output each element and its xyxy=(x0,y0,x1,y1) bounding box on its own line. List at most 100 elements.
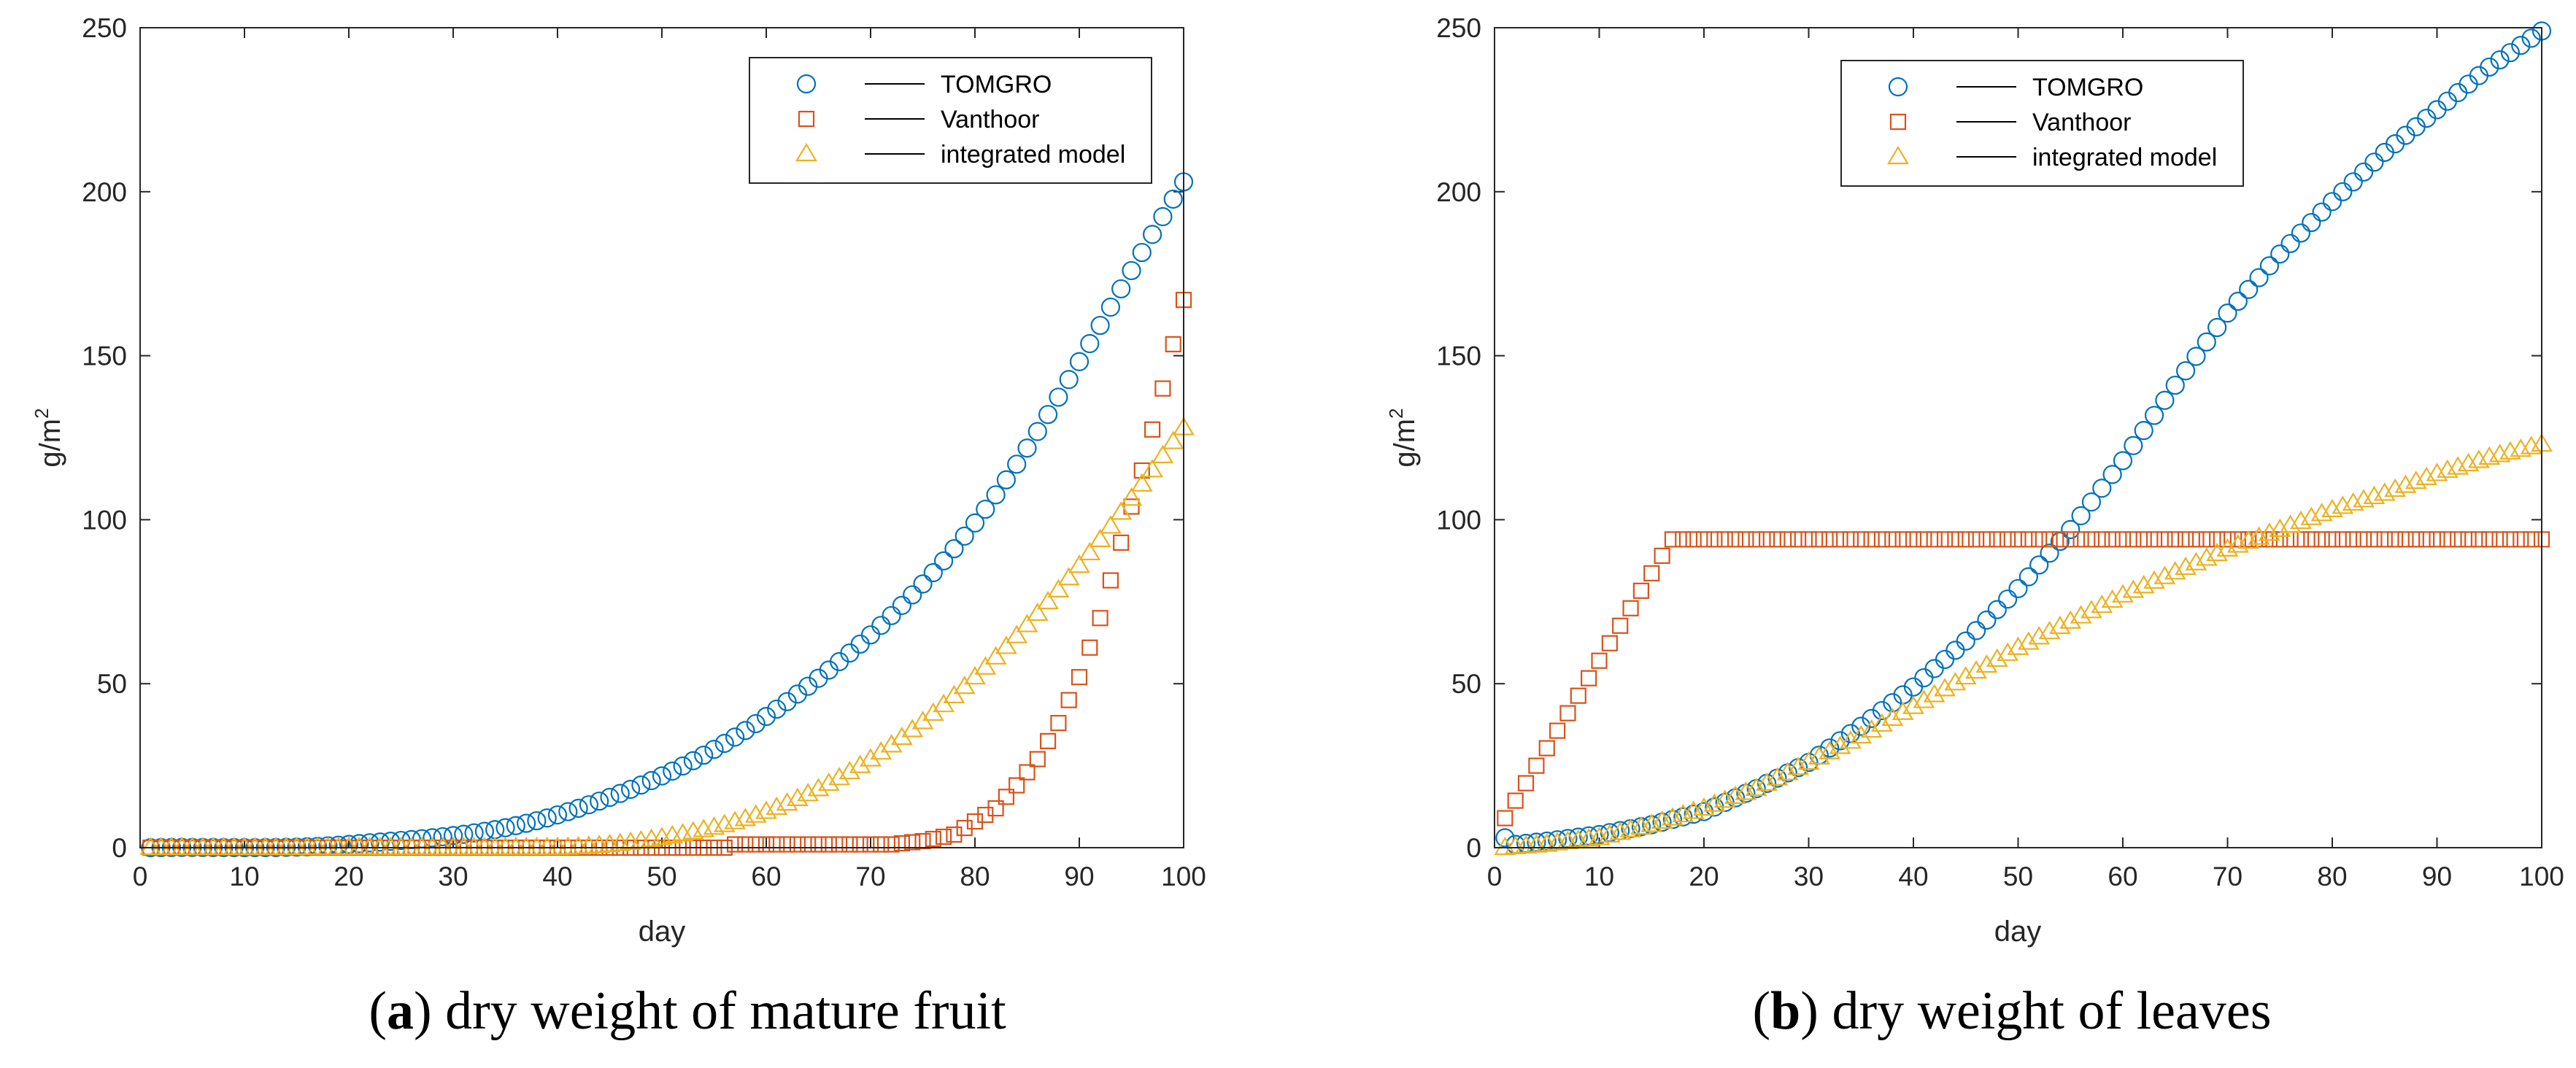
data-point xyxy=(212,836,235,856)
data-point xyxy=(506,816,525,835)
data-point xyxy=(984,646,1007,665)
data-point xyxy=(2038,621,2061,640)
data-point xyxy=(2333,182,2353,201)
legend-marker xyxy=(1887,145,1909,165)
data-point xyxy=(1797,751,1820,770)
data-point xyxy=(1662,807,1684,826)
data-point xyxy=(244,836,266,856)
data-point xyxy=(579,795,599,815)
data-point xyxy=(1528,757,1545,774)
data-point xyxy=(2167,531,2183,548)
data-point xyxy=(2112,584,2134,603)
data-point xyxy=(1987,600,2007,619)
data-point xyxy=(974,656,997,675)
data-point xyxy=(2239,279,2259,299)
data-point xyxy=(755,800,777,819)
data-point xyxy=(964,666,986,685)
data-point xyxy=(2439,531,2456,548)
legend-label: TOMGRO xyxy=(2032,74,2143,101)
data-point xyxy=(2007,636,2029,655)
data-point xyxy=(838,760,861,780)
data-point xyxy=(504,836,527,856)
data-point xyxy=(2081,600,2102,619)
data-marks-b xyxy=(1494,21,2553,856)
data-point xyxy=(1936,531,1954,548)
data-point xyxy=(1071,669,1088,686)
data-point xyxy=(1913,689,1935,708)
data-point xyxy=(1766,767,1789,786)
data-point xyxy=(264,836,287,856)
data-point xyxy=(2302,212,2321,233)
legend-box-a xyxy=(749,57,1152,184)
data-point xyxy=(860,625,881,645)
data-point xyxy=(1905,531,1922,548)
data-point xyxy=(1142,225,1162,244)
y-tick-label: 150 xyxy=(82,341,127,371)
data-point xyxy=(306,836,329,856)
legend-b: TOMGRO Vanthoor integrated model xyxy=(1840,60,2244,187)
data-point xyxy=(338,836,360,856)
data-point xyxy=(903,585,922,605)
data-point xyxy=(1759,531,1775,548)
data-point xyxy=(433,827,452,847)
data-point xyxy=(652,766,672,786)
data-point xyxy=(1612,617,1629,634)
data-point xyxy=(1664,531,1681,548)
data-point xyxy=(296,836,318,856)
data-point xyxy=(1787,756,1810,775)
data-point xyxy=(870,741,892,760)
data-point xyxy=(860,748,882,767)
y-tick-label: 100 xyxy=(82,505,127,535)
data-point xyxy=(1643,565,1660,581)
data-point xyxy=(1654,547,1670,564)
data-point xyxy=(1738,531,1754,548)
data-point xyxy=(2418,531,2435,548)
legend-label: TOMGRO xyxy=(941,71,1052,98)
data-point xyxy=(2322,192,2342,212)
data-point xyxy=(2513,531,2529,548)
data-point xyxy=(516,813,536,833)
data-point xyxy=(2134,421,2153,441)
legend-marker xyxy=(796,74,817,94)
x-tick-label: 100 xyxy=(2519,862,2564,891)
data-point xyxy=(2132,575,2155,594)
data-point xyxy=(913,574,933,594)
data-point xyxy=(734,808,757,827)
data-point xyxy=(1967,621,1986,641)
y-tick-label: 50 xyxy=(97,669,127,699)
x-tick-label: 40 xyxy=(542,862,572,891)
data-point xyxy=(1050,715,1067,732)
data-point xyxy=(1527,832,1546,852)
data-point xyxy=(160,836,182,856)
data-point xyxy=(1975,654,1998,673)
data-point xyxy=(736,721,755,740)
data-point xyxy=(1675,531,1692,548)
x-tick-label: 80 xyxy=(2317,862,2347,891)
data-point xyxy=(2125,531,2142,548)
data-point xyxy=(610,783,630,803)
data-point xyxy=(1090,315,1110,336)
data-point xyxy=(914,832,931,850)
data-point xyxy=(1808,746,1830,765)
data-point xyxy=(1706,531,1723,548)
data-point xyxy=(2321,498,2343,518)
data-point xyxy=(1724,785,1746,804)
data-point xyxy=(2237,530,2260,549)
data-point xyxy=(2164,561,2186,580)
data-point xyxy=(2135,531,2152,548)
x-tick-label: 60 xyxy=(751,862,781,891)
legend-label: Vanthoor xyxy=(2032,109,2131,136)
data-point xyxy=(1894,531,1911,548)
data-point xyxy=(786,787,809,806)
data-point xyxy=(694,746,714,765)
data-point xyxy=(2122,579,2145,598)
data-point xyxy=(2081,492,2102,512)
data-point xyxy=(1832,531,1848,548)
data-point xyxy=(1122,260,1141,281)
data-point xyxy=(1685,531,1702,548)
data-point xyxy=(2394,474,2417,493)
data-point xyxy=(1100,297,1121,317)
data-point xyxy=(2175,556,2197,576)
data-point xyxy=(1497,810,1513,827)
data-point xyxy=(1703,793,1726,812)
